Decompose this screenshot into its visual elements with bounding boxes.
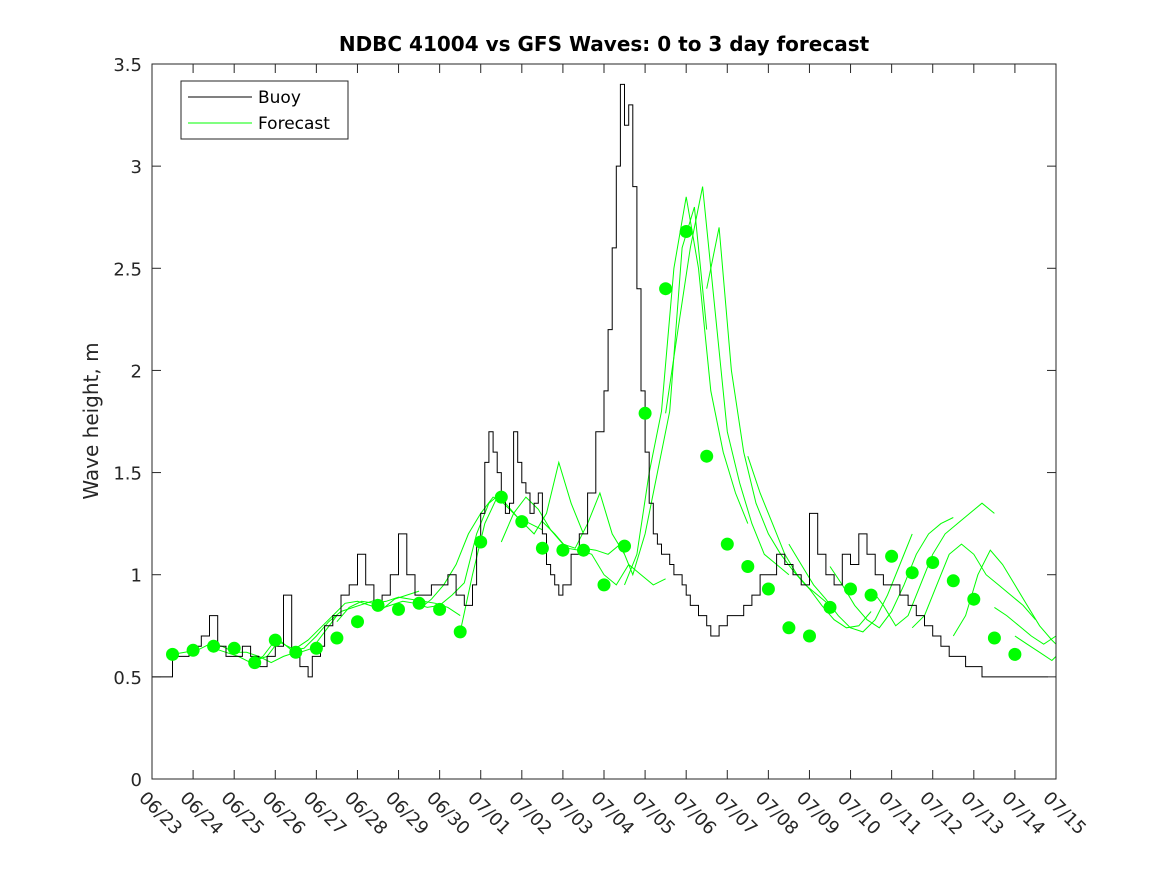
y-tick-label: 0 [131,770,142,791]
x-tick-label: 06/23 [134,788,186,840]
analysis-point [823,600,837,614]
analysis-point [248,656,262,670]
y-tick-label: 3 [131,157,142,178]
analysis-point [782,621,796,635]
x-tick-label: 06/27 [299,788,351,840]
x-tick-label: 07/05 [628,788,680,840]
analysis-point [720,537,734,551]
analysis-point [207,639,221,653]
x-tick-label: 07/02 [504,788,556,840]
forecast-line [870,502,995,627]
y-tick-label: 0.5 [113,668,142,689]
analysis-point [700,449,714,463]
x-tick-label: 07/01 [463,788,515,840]
x-tick-label: 07/11 [874,788,926,840]
analysis-point [844,582,857,596]
analysis-point [289,645,303,659]
x-tick-label: 06/30 [422,788,474,840]
analysis-point [535,541,549,555]
legend-forecast-label: Forecast [258,114,330,134]
analysis-point [864,588,878,602]
x-tick-label: 06/28 [340,788,392,840]
analysis-point [577,543,590,557]
forecast-line [624,196,749,586]
forecast-line [829,517,954,629]
analysis-point [371,598,385,612]
chart-title: NDBC 41004 vs GFS Waves: 0 to 3 day fore… [339,32,870,56]
analysis-point [761,582,775,596]
x-tick-label: 07/07 [710,788,762,840]
analysis-point [515,515,529,529]
analysis-point [885,549,899,563]
analysis-point [433,602,447,616]
analysis-point [803,629,816,643]
forecast-line [542,521,666,586]
x-tick-label: 06/24 [176,788,228,840]
analysis-point [659,282,673,296]
analysis-point [987,631,1001,645]
y-tick-label: 2 [131,361,142,382]
analysis-point [556,543,570,557]
x-tick-label: 07/09 [792,788,844,840]
x-tick-label: 06/25 [217,788,269,840]
legend-box [180,80,349,140]
analysis-point [597,578,611,592]
forecast-line [665,186,790,576]
x-tick-label: 07/12 [915,788,967,840]
analysis-point [946,574,960,588]
analysis-point [926,556,940,569]
analysis-point [494,490,508,504]
analysis-point [638,406,652,420]
analysis-point [474,535,488,549]
x-tick-label: 06/29 [381,788,433,840]
analysis-point [351,615,364,629]
x-tick-label: 07/14 [997,788,1049,840]
buoy-line [152,83,1048,678]
forecast-line [911,543,1036,629]
y-tick-label: 1.5 [113,464,142,485]
analysis-point [618,539,631,553]
analysis-point [268,633,282,647]
analysis-point [1008,647,1022,661]
analysis-point [741,560,755,573]
y-tick-label: 2.5 [113,259,142,280]
analysis-point [166,647,179,661]
analysis-point [309,641,323,655]
forecast-line [295,590,420,649]
x-tick-label: 07/13 [956,788,1008,840]
forecast-line [1014,635,1057,662]
series-layer [152,83,1057,678]
analysis-point [412,596,426,610]
forecast-line [994,606,1057,645]
y-tick-label: 3.5 [113,55,142,76]
analysis-point [186,643,200,657]
y-axis-label: Wave height, m [79,342,103,499]
analysis-point [905,566,919,580]
analysis-point [330,631,344,645]
x-tick-label: 07/06 [669,788,721,840]
analysis-point [453,625,467,639]
x-tick-label: 07/08 [751,788,803,840]
x-tick-label: 07/10 [833,788,885,840]
y-tick-label: 1 [131,566,142,587]
analysis-point [679,225,693,238]
x-tick-label: 06/26 [258,788,310,840]
x-tick-label: 07/04 [586,788,638,840]
legend: Buoy Forecast [180,80,349,140]
analysis-point [227,641,241,655]
x-tick-label: 07/03 [545,788,597,840]
analysis-point [967,592,981,606]
analysis-point [392,602,405,616]
x-tick-label: 07/15 [1038,788,1090,840]
legend-buoy-label: Buoy [258,88,301,108]
